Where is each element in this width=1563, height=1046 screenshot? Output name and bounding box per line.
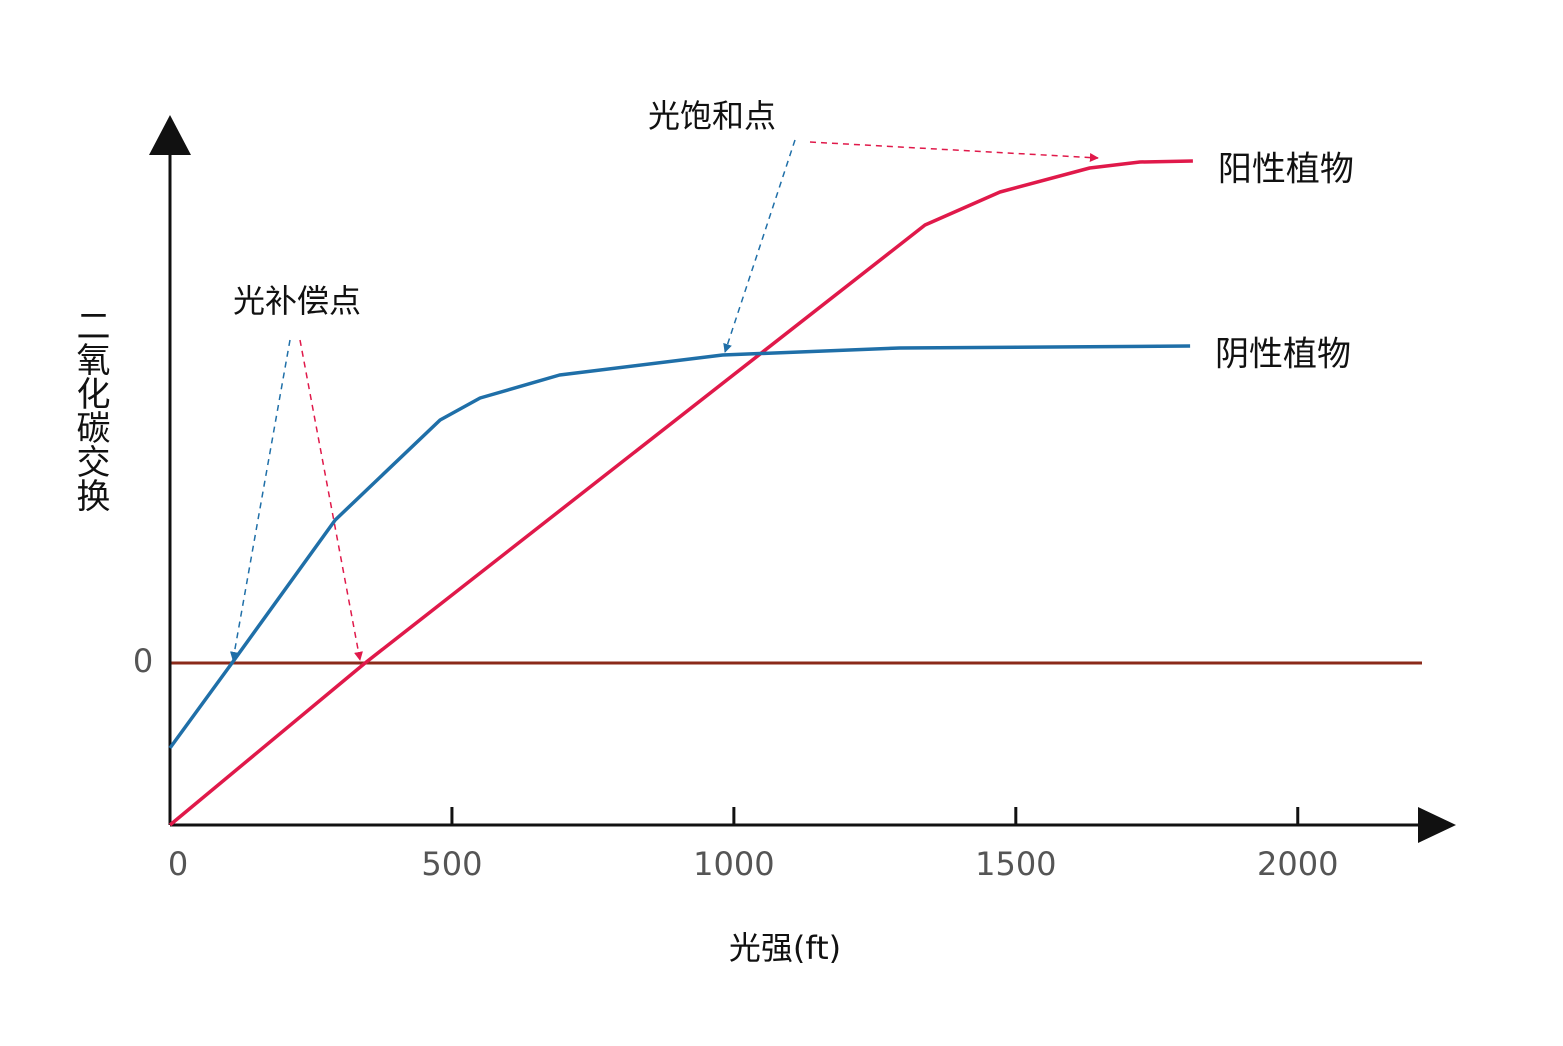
x-tick-label: 2000	[1257, 845, 1338, 883]
x-tick-label: 1500	[975, 845, 1056, 883]
annotation: 光饱和点	[648, 97, 776, 135]
series-label: 阳性植物	[1218, 150, 1354, 190]
annotation-arrows	[229, 139, 1099, 661]
x-tick-label: 0	[168, 845, 188, 883]
arrow	[809, 141, 1099, 163]
line	[168, 159, 1193, 827]
y-axis-arrow	[149, 115, 191, 155]
x-axis-label: 光强(ft)	[729, 929, 841, 967]
arrow	[723, 139, 796, 353]
y-axis-label: 二氧化碳交换	[70, 308, 110, 512]
line	[168, 344, 1191, 750]
series-label: 阴性植物	[1215, 335, 1351, 375]
x-tick-label: 500	[421, 845, 482, 883]
y-tick-label: 0	[133, 642, 153, 680]
arrow	[229, 339, 291, 661]
arrow	[299, 339, 363, 661]
annotation: 光补偿点	[233, 282, 361, 320]
x-tick-label: 1000	[693, 845, 774, 883]
x-axis-arrow	[1418, 807, 1456, 843]
